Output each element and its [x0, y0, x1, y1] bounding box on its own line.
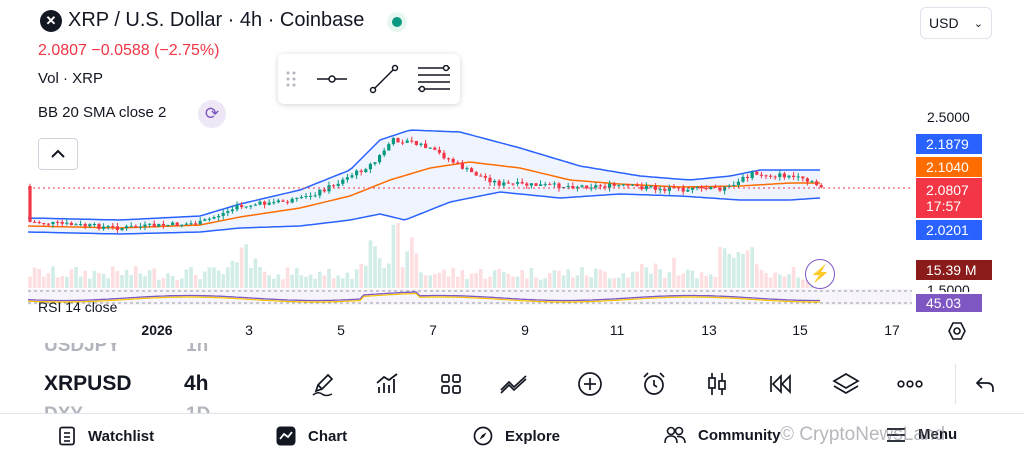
- last-price-badge: 2.0807 17:57: [916, 178, 982, 218]
- more-button[interactable]: [890, 364, 930, 404]
- layers-icon: [832, 373, 860, 394]
- chevron-down-icon: ⌄: [973, 18, 983, 30]
- rsi-legend[interactable]: RSI 14 close: [38, 299, 118, 313]
- bollinger-upper-band: [27, 129, 820, 221]
- bollinger-lower-band: [27, 191, 821, 235]
- layers-button[interactable]: [826, 364, 866, 404]
- rsi-badge: 45.03: [916, 294, 982, 312]
- symbol-prev-row[interactable]: USDJPY 1h: [44, 343, 244, 359]
- chart-type-button[interactable]: [697, 364, 737, 404]
- alert-button[interactable]: [634, 364, 674, 404]
- undo-button[interactable]: [965, 364, 1005, 404]
- compare-lines-icon: [500, 375, 527, 394]
- time-tick: 3: [245, 322, 253, 338]
- bollinger-band-fill: [28, 130, 820, 234]
- rsi-ma-line: [27, 292, 820, 303]
- symbol-prev: USDJPY: [44, 343, 121, 356]
- nav-watchlist[interactable]: Watchlist: [58, 426, 154, 446]
- time-tick: 15: [792, 322, 808, 338]
- menu-icon: [887, 427, 905, 442]
- volume-badge: 15.39 M: [916, 260, 992, 280]
- horizontal-ray-icon[interactable]: [316, 64, 348, 94]
- time-tick: 2026: [141, 322, 173, 338]
- scale-level-top: 2.5000: [927, 109, 970, 125]
- nav-watchlist-label: Watchlist: [88, 427, 155, 445]
- price-chart[interactable]: [0, 110, 1024, 315]
- more-dots-icon: [897, 380, 923, 388]
- lower-band-badge: 2.0201: [916, 220, 982, 240]
- symbol-title[interactable]: XRP / U.S. Dollar · 4h · Coinbase: [68, 9, 365, 31]
- bollinger-legend[interactable]: BB 20 SMA close 2: [38, 104, 167, 121]
- scale-level-bottom: 1.5000: [927, 282, 970, 292]
- layout-grid-button[interactable]: [431, 364, 471, 404]
- time-tick: 13: [701, 322, 717, 338]
- currency-select[interactable]: USD ⌄: [920, 7, 992, 39]
- compare-button[interactable]: [494, 364, 534, 404]
- settings-hexagon-icon[interactable]: [947, 321, 967, 346]
- volume-legend[interactable]: Vol · XRP: [38, 70, 104, 87]
- time-tick: 11: [609, 322, 625, 338]
- rewind-icon: [770, 373, 791, 395]
- interval-current[interactable]: 4h: [184, 372, 209, 395]
- toolbar-divider: [955, 364, 956, 404]
- volume-bars: [28, 223, 823, 288]
- candlestick-icon: [708, 373, 726, 395]
- nav-chart[interactable]: Chart: [276, 426, 347, 446]
- chevron-up-icon: [51, 149, 65, 158]
- xrp-logo-icon: ✕: [40, 10, 62, 32]
- rsi-line: [27, 291, 820, 302]
- replay-button[interactable]: [761, 364, 801, 404]
- interval-prev: 1h: [186, 343, 209, 356]
- lightning-icon[interactable]: ⚡: [805, 259, 835, 289]
- upper-band-badge: 2.1879: [916, 134, 982, 154]
- symbol-next: DXY: [44, 404, 83, 413]
- bar-chart-icon: [376, 373, 398, 393]
- nav-community[interactable]: Community: [664, 426, 781, 444]
- plus-circle-icon: [578, 372, 602, 396]
- alarm-clock-icon: [643, 372, 665, 395]
- nav-explore[interactable]: Explore: [473, 426, 560, 446]
- add-button[interactable]: [570, 364, 610, 404]
- trend-line-icon[interactable]: [368, 64, 400, 94]
- time-tick: 5: [337, 322, 345, 338]
- drawing-toolbar: [278, 54, 460, 104]
- time-tick: 7: [429, 322, 437, 338]
- candlesticks: [28, 136, 823, 233]
- market-status-icon[interactable]: [387, 12, 407, 32]
- last-price-value: 2.0807: [926, 182, 969, 198]
- watchlist-icon: [59, 426, 75, 446]
- indicators-button[interactable]: [367, 364, 407, 404]
- pen-icon: [312, 373, 334, 397]
- price-change-readout: 2.0807 −0.0588 (−2.75%): [38, 42, 220, 59]
- draw-tool-button[interactable]: [303, 364, 343, 404]
- collapse-legend-button[interactable]: [38, 138, 78, 170]
- drag-handle-icon[interactable]: [280, 64, 302, 94]
- nav-menu-label: Menu: [918, 426, 958, 443]
- sma-badge: 2.1040: [916, 157, 982, 177]
- rsi-pane: [28, 289, 912, 305]
- nav-explore-label: Explore: [505, 427, 561, 445]
- interval-next: 1D: [186, 404, 210, 413]
- bottom-nav: Watchlist Chart Explore Community Menu: [0, 413, 1024, 461]
- grid-icon: [441, 374, 461, 394]
- chart-nav-icon: [276, 426, 296, 446]
- nav-chart-label: Chart: [308, 427, 348, 445]
- nav-menu[interactable]: Menu: [886, 426, 957, 443]
- currency-label: USD: [929, 15, 959, 31]
- refresh-icon[interactable]: ⟳: [198, 100, 226, 128]
- undo-icon: [975, 377, 994, 392]
- fib-levels-icon[interactable]: [418, 64, 450, 94]
- symbol-next-row[interactable]: DXY 1D: [44, 402, 244, 413]
- time-tick: 9: [521, 322, 529, 338]
- compass-icon: [473, 426, 493, 446]
- nav-community-label: Community: [698, 426, 781, 444]
- watermark: © CryptoNewsLand: [780, 424, 946, 445]
- symbol-current[interactable]: XRPUSD: [44, 372, 132, 395]
- community-icon: [664, 426, 686, 444]
- time-tick: 17: [884, 322, 900, 338]
- bar-countdown: 17:57: [926, 198, 962, 214]
